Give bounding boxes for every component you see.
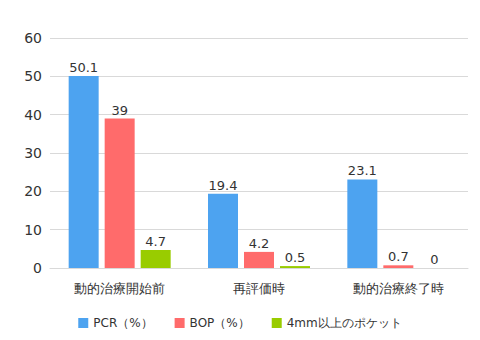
svg-text:20: 20 xyxy=(24,183,42,199)
svg-text:50: 50 xyxy=(24,68,42,84)
svg-text:0.7: 0.7 xyxy=(388,249,409,264)
svg-text:PCR（%）: PCR（%） xyxy=(93,316,152,330)
svg-text:動的治療開始前: 動的治療開始前 xyxy=(74,281,165,296)
svg-text:40: 40 xyxy=(24,107,42,123)
svg-text:4.2: 4.2 xyxy=(249,236,270,251)
svg-text:0: 0 xyxy=(430,252,438,267)
svg-text:BOP（%）: BOP（%） xyxy=(190,316,250,330)
svg-text:23.1: 23.1 xyxy=(348,163,377,178)
svg-text:19.4: 19.4 xyxy=(209,178,238,193)
svg-text:10: 10 xyxy=(24,222,42,238)
svg-text:0.5: 0.5 xyxy=(285,250,306,265)
svg-text:4mm以上のポケット: 4mm以上のポケット xyxy=(287,316,402,330)
svg-text:60: 60 xyxy=(24,30,42,46)
svg-text:動的治療終了時: 動的治療終了時 xyxy=(353,281,444,296)
svg-text:39: 39 xyxy=(111,103,128,118)
svg-text:再評価時: 再評価時 xyxy=(233,281,285,296)
svg-text:4.7: 4.7 xyxy=(145,234,166,249)
svg-text:50.1: 50.1 xyxy=(69,60,98,75)
svg-text:30: 30 xyxy=(24,145,42,161)
svg-text:0: 0 xyxy=(33,260,42,276)
